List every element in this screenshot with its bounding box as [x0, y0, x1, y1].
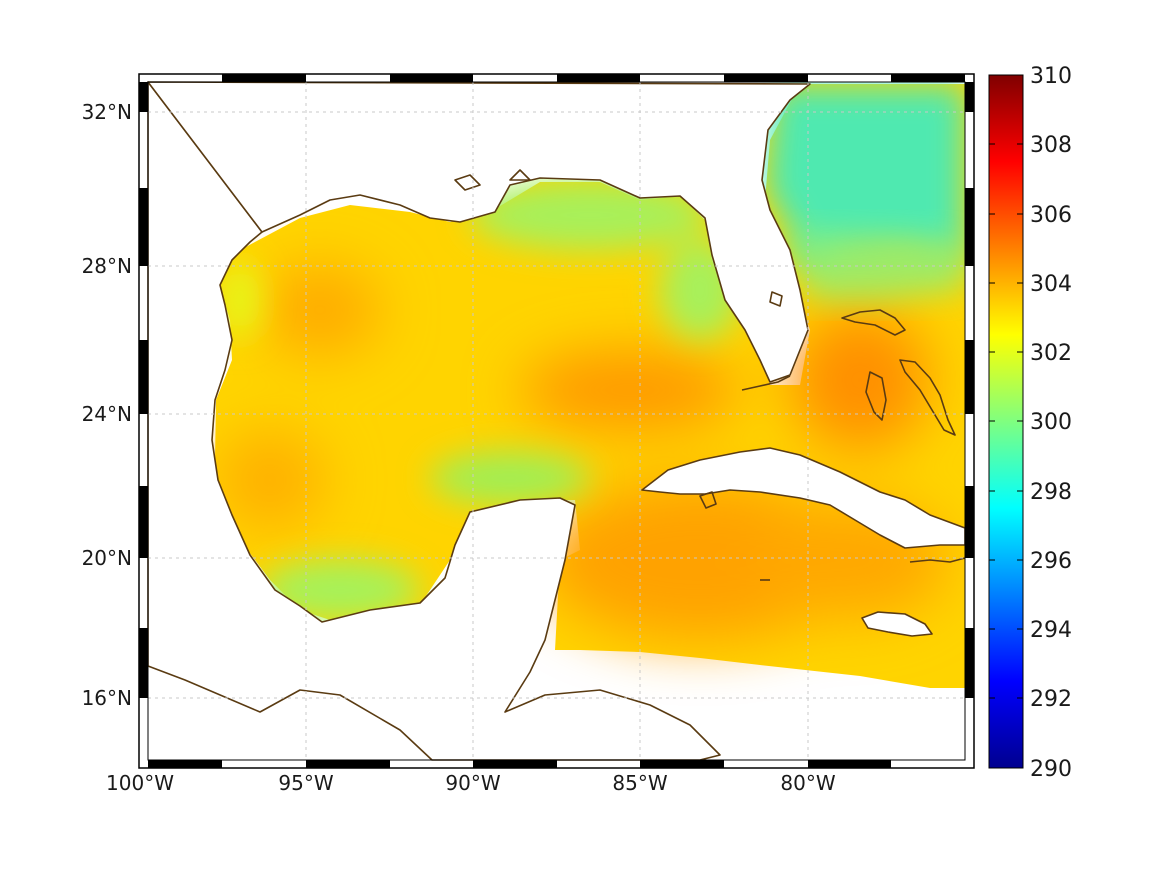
colorbar-tick-label: 300 — [1030, 410, 1072, 435]
sst-warm-south-gulf — [215, 430, 325, 530]
y-axis-ticks: 32°N 28°N 24°N 20°N 16°N — [82, 100, 132, 710]
colorbar-tick-label: 308 — [1030, 133, 1072, 158]
coastlines — [147, 81, 966, 761]
y-tick-label: 32°N — [82, 100, 132, 124]
colorbar-tick-label: 290 — [1030, 757, 1072, 782]
frame-top — [222, 74, 965, 82]
map-frame — [138, 73, 975, 769]
colorbar-tick-label: 302 — [1030, 341, 1072, 366]
x-tick-label: 100°W — [106, 771, 174, 795]
x-tick-label: 85°W — [612, 771, 667, 795]
colorbar-tick-label: 298 — [1030, 480, 1072, 505]
land-eleuthera — [899, 359, 956, 436]
land-isla-juventud — [699, 491, 717, 509]
frame-left — [139, 82, 148, 698]
frame-bottom — [148, 760, 891, 768]
sst-atlantic-cool — [765, 85, 965, 270]
land-hispaniola — [909, 557, 966, 563]
land-mobile-bay — [509, 169, 531, 181]
sst-cool-bay-of-campeche — [260, 560, 420, 620]
land-jamaica — [861, 611, 933, 637]
y-tick-label: 16°N — [82, 686, 132, 710]
land-grand-bahama — [841, 309, 906, 336]
colorbar-tick-label: 292 — [1030, 687, 1072, 712]
land-cuba — [641, 447, 966, 549]
sst-warm-loop — [520, 350, 740, 430]
y-tick-label: 24°N — [82, 402, 132, 426]
map-gridlines — [148, 82, 965, 760]
land-okeechobee — [769, 291, 783, 307]
frame-right — [965, 82, 974, 698]
land-us-gulf — [147, 81, 811, 383]
colorbar-ticks — [989, 143, 1023, 699]
colorbar-tick-label: 296 — [1030, 549, 1072, 574]
colorbar-tick-label: 304 — [1030, 272, 1072, 297]
sst-warm-west-gulf — [260, 265, 380, 355]
x-axis-ticks: 100°W 95°W 90°W 85°W 80°W — [106, 771, 836, 795]
land-florida-keys — [741, 375, 791, 391]
sst-warm-bahamas — [790, 310, 930, 450]
land-lake-pontchartrain — [454, 174, 481, 191]
x-tick-label: 95°W — [278, 771, 333, 795]
sst-atlantic-transition — [790, 230, 965, 300]
colorbar: 310 308 306 304 302 300 298 296 294 292 … — [988, 64, 1072, 782]
x-tick-label: 80°W — [780, 771, 835, 795]
x-tick-label: 90°W — [445, 771, 500, 795]
y-tick-label: 28°N — [82, 254, 132, 278]
sst-cool-texas-shelf — [220, 260, 260, 340]
colorbar-tick-label: 306 — [1030, 203, 1072, 228]
land-andros — [865, 371, 887, 421]
colorbar-tick-label: 294 — [1030, 618, 1072, 643]
colorbar-tick-label: 310 — [1030, 64, 1072, 89]
y-tick-label: 20°N — [82, 546, 132, 570]
sst-cool-campeche-bank — [430, 452, 590, 504]
